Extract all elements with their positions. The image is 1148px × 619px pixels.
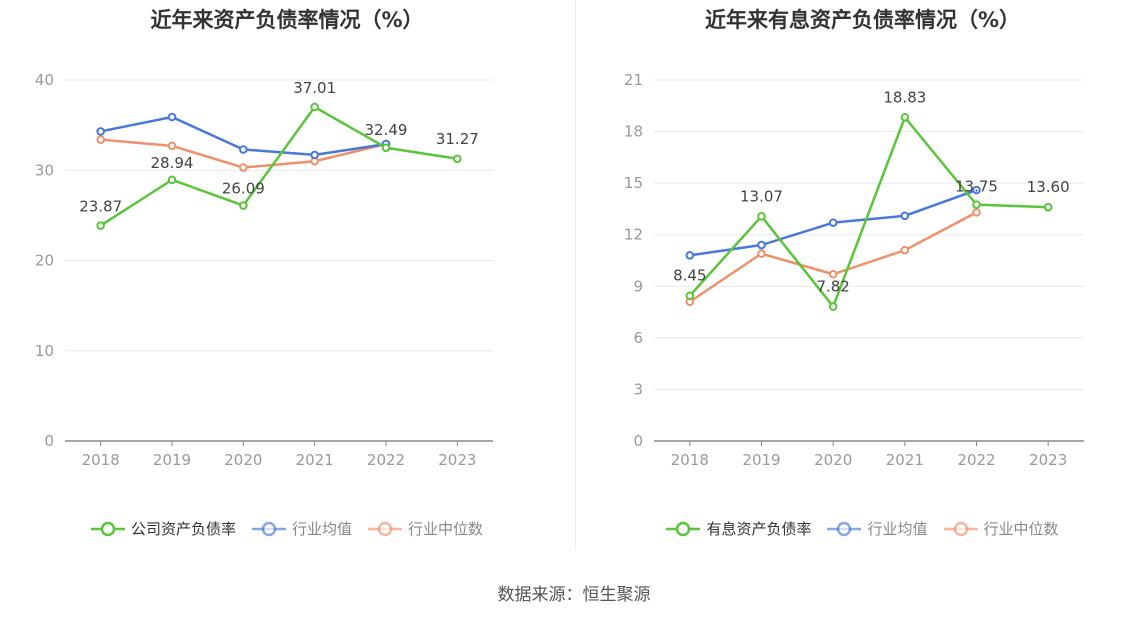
legend-item-industry_median[interactable]: 行业中位数	[943, 518, 1059, 539]
data-point-industry_median[interactable]	[828, 269, 838, 279]
y-tick-label: 10	[35, 342, 54, 360]
data-label: 23.87	[79, 198, 122, 216]
x-tick-label: 2023	[1029, 451, 1067, 469]
left-chart-legend: 公司资产负债率 行业均值 行业中位数	[0, 518, 574, 539]
x-tick-label: 2020	[224, 451, 262, 469]
left-chart-title: 近年来资产负债率情况（%）	[150, 8, 424, 32]
y-tick-label: 18	[624, 123, 643, 141]
x-tick-label: 2021	[296, 451, 334, 469]
series-line-company	[99, 105, 458, 227]
data-point-industry_avg[interactable]	[685, 251, 695, 260]
y-tick-label: 3	[633, 380, 643, 398]
data-point-company[interactable]	[900, 113, 910, 122]
panel-divider	[575, 0, 576, 550]
data-label: 18.83	[883, 88, 926, 106]
x-tick-label: 2019	[742, 451, 780, 469]
data-point-industry_avg[interactable]	[972, 185, 981, 195]
legend-swatch-icon	[368, 521, 402, 536]
y-tick-label: 0	[44, 432, 54, 450]
data-point-industry_avg[interactable]	[167, 112, 177, 122]
y-tick-label: 0	[633, 432, 643, 450]
data-point-industry_avg[interactable]	[828, 218, 838, 227]
legend-label: 有息资产负债率	[706, 520, 812, 538]
legend-swatch-icon	[943, 521, 978, 536]
data-label: 7.82	[816, 278, 849, 296]
y-tick-label: 20	[35, 252, 54, 270]
legend-label: 公司资产负债率	[130, 520, 236, 538]
data-label: 32.49	[365, 121, 408, 139]
data-point-company[interactable]	[239, 201, 248, 210]
data-point-company[interactable]	[310, 102, 319, 112]
data-label: 31.27	[436, 130, 479, 148]
x-tick-label: 2019	[153, 451, 191, 469]
legend-item-industry_avg[interactable]: 行业均值	[251, 518, 352, 539]
y-tick-label: 21	[624, 71, 643, 89]
data-point-industry_median[interactable]	[239, 163, 248, 172]
data-label: 13.07	[740, 187, 783, 205]
y-tick-label: 9	[633, 277, 643, 295]
data-label: 28.94	[151, 154, 194, 172]
legend-item-industry_avg[interactable]: 行业均值	[827, 518, 928, 539]
x-tick-label: 2021	[886, 451, 924, 469]
x-tick-label: 2023	[438, 451, 476, 469]
legend-item-industry_median[interactable]: 行业中位数	[368, 518, 483, 539]
data-point-industry_avg[interactable]	[900, 211, 910, 221]
legend-swatch-icon	[827, 521, 862, 536]
left-chart-panel: 近年来资产负债率情况（%） 0 10 20 30 40 2018 2019 2020 2021 2…	[0, 0, 574, 560]
data-point-company[interactable]	[453, 154, 462, 164]
right-chart-panel: 近年来有息资产负债率情况（%） 0 3 6 9 12 15 18 21 2018 2019 2020…	[577, 0, 1148, 560]
data-point-company[interactable]	[1043, 202, 1053, 212]
data-label: 26.09	[222, 180, 265, 198]
legend-label: 行业均值	[867, 520, 928, 538]
y-tick-label: 15	[624, 174, 643, 192]
data-source-caption: 数据来源：恒生聚源	[497, 585, 651, 605]
x-tick-label: 2020	[814, 451, 852, 469]
right-chart-legend: 有息资产负债率 行业均值 行业中位数	[577, 518, 1148, 539]
data-point-company[interactable]	[972, 200, 981, 209]
series-line-company	[688, 116, 1049, 308]
y-tick-label: 40	[35, 71, 54, 89]
data-point-company[interactable]	[381, 143, 391, 153]
data-label: 8.45	[673, 267, 706, 285]
data-point-industry_avg[interactable]	[96, 127, 105, 136]
data-point-company[interactable]	[96, 221, 105, 230]
legend-item-company[interactable]: 公司资产负债率	[90, 518, 236, 539]
data-point-industry_median[interactable]	[167, 141, 177, 151]
legend-swatch-icon	[666, 521, 701, 536]
y-tick-label: 6	[633, 329, 643, 347]
data-label: 37.01	[293, 79, 336, 97]
legend-label: 行业中位数	[408, 520, 484, 538]
data-point-company[interactable]	[167, 175, 177, 185]
data-point-industry_median[interactable]	[972, 208, 981, 217]
data-point-industry_median[interactable]	[757, 249, 766, 258]
legend-swatch-icon	[251, 521, 286, 536]
x-tick-label: 2018	[671, 451, 709, 469]
data-label: 13.75	[955, 178, 998, 196]
data-point-industry_median[interactable]	[900, 245, 910, 255]
y-tick-label: 30	[35, 161, 54, 179]
data-point-company[interactable]	[685, 291, 695, 301]
x-tick-label: 2022	[367, 451, 405, 469]
left-line-chart: 0 10 20 30 40 2018 2019 2020 2021 2022 2023 23.87 28…	[35, 71, 493, 469]
data-point-company[interactable]	[828, 302, 838, 311]
right-chart-title: 近年来有息资产负债率情况（%）	[704, 8, 1021, 32]
x-tick-label: 2018	[82, 451, 120, 469]
data-label: 13.60	[1027, 178, 1070, 196]
data-point-industry_avg[interactable]	[239, 145, 248, 154]
right-line-chart: 0 3 6 9 12 15 18 21 2018 2019 2020 2021 2022 2023 8.45…	[624, 71, 1084, 469]
legend-item-company[interactable]: 有息资产负债率	[666, 518, 811, 539]
legend-label: 行业中位数	[983, 520, 1059, 538]
y-tick-label: 12	[624, 226, 643, 244]
data-point-industry_avg[interactable]	[310, 150, 319, 160]
legend-label: 行业均值	[291, 520, 352, 538]
data-point-company[interactable]	[757, 212, 766, 221]
data-point-industry_median[interactable]	[96, 135, 105, 144]
data-point-industry_avg[interactable]	[757, 240, 766, 250]
legend-swatch-icon	[90, 521, 125, 536]
x-tick-label: 2022	[957, 451, 995, 469]
